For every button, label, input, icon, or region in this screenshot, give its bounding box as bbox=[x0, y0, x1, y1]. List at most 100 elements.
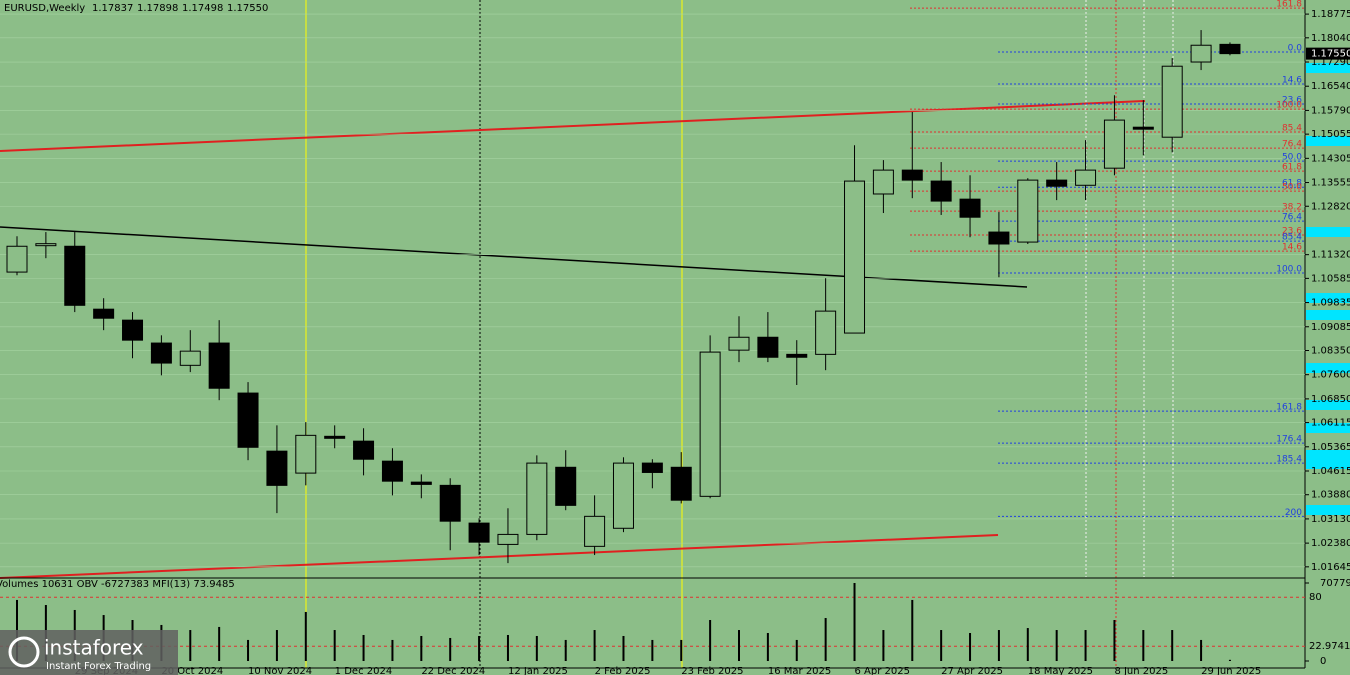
volume-bar bbox=[189, 630, 192, 661]
y2-tick-label: 22.9741 bbox=[1309, 641, 1350, 652]
fib-label: 76.4 bbox=[1282, 140, 1302, 150]
fib-label: 0.0 bbox=[1288, 44, 1303, 54]
volume-bar bbox=[362, 634, 365, 661]
volume-bar bbox=[622, 635, 625, 661]
y-tick-label: 1.13555 bbox=[1311, 178, 1350, 189]
y-tick-label: 1.10585 bbox=[1311, 273, 1350, 284]
candle-body bbox=[150, 342, 172, 364]
y-tick-label: 1.08350 bbox=[1311, 345, 1350, 356]
volume-bar bbox=[680, 639, 683, 661]
fib-label: 61.8 bbox=[1282, 179, 1302, 189]
volume-bar bbox=[882, 630, 885, 661]
volume-bar bbox=[911, 599, 914, 661]
candle-body bbox=[930, 180, 952, 202]
ohlc-high: 1.17898 bbox=[137, 3, 178, 14]
candle-body bbox=[1075, 169, 1097, 186]
candle-body bbox=[468, 522, 490, 543]
x-tick-label: 6 Apr 2025 bbox=[855, 666, 910, 675]
y-tick-label: 1.15055 bbox=[1311, 129, 1350, 140]
fib-label: 161.8 bbox=[1276, 0, 1302, 10]
fib-label: 61.8 bbox=[1282, 163, 1302, 173]
logo-icon bbox=[8, 636, 40, 668]
fib-label: 23.6 bbox=[1282, 226, 1302, 236]
fib-label: 161.8 bbox=[1276, 403, 1302, 413]
y-tick-label: 1.14305 bbox=[1311, 153, 1350, 164]
y-tick-label: 1.18040 bbox=[1311, 33, 1350, 44]
candle-body bbox=[93, 308, 115, 319]
level-marker bbox=[1306, 136, 1350, 146]
candle-body bbox=[728, 336, 750, 351]
y-tick-label: 1.16540 bbox=[1311, 81, 1350, 92]
volume-bar bbox=[275, 630, 278, 661]
level-marker bbox=[1306, 505, 1350, 515]
y-tick-label: 1.17290 bbox=[1311, 57, 1350, 68]
y-tick-label: 0 bbox=[1320, 656, 1326, 667]
volume-bar bbox=[449, 637, 452, 661]
y-tick-label: 1.05365 bbox=[1311, 442, 1350, 453]
volume-bar bbox=[1200, 639, 1203, 661]
candle-body bbox=[1161, 65, 1183, 138]
candle-body bbox=[497, 533, 519, 545]
level-marker bbox=[1306, 459, 1350, 469]
candle-body bbox=[612, 462, 634, 529]
ohlc-close: 1.17550 bbox=[227, 3, 268, 14]
level-marker bbox=[1306, 227, 1350, 237]
candle-body bbox=[699, 351, 721, 497]
volume-bar bbox=[1055, 630, 1058, 661]
volume-bar bbox=[940, 630, 943, 661]
level-marker bbox=[1306, 63, 1350, 73]
x-tick-label: 20 Oct 2024 bbox=[161, 666, 223, 675]
candle-body bbox=[1132, 126, 1154, 130]
y2-tick-label: 80 bbox=[1309, 592, 1322, 603]
volume-bar bbox=[506, 634, 509, 661]
candle-body bbox=[670, 466, 692, 501]
volume-bar bbox=[1142, 630, 1145, 661]
fib-label: 185.4 bbox=[1276, 455, 1302, 465]
y-tick-label: 1.18775 bbox=[1311, 9, 1350, 20]
candle-body bbox=[439, 484, 461, 522]
candle-body bbox=[410, 481, 432, 485]
candle-body bbox=[988, 231, 1010, 245]
volume-bar bbox=[1171, 630, 1174, 661]
candle-body bbox=[381, 460, 403, 482]
fib-label: 100.0 bbox=[1276, 265, 1302, 275]
y-tick-label: 1.07600 bbox=[1311, 370, 1350, 381]
candle-body bbox=[641, 462, 663, 473]
candle-body bbox=[757, 336, 779, 358]
y-tick-label: 1.03880 bbox=[1311, 490, 1350, 501]
volume-bar bbox=[1228, 659, 1231, 661]
logo: instaforex Instant Forex Trading bbox=[0, 630, 178, 675]
candle-body bbox=[353, 440, 375, 460]
candle-body bbox=[64, 245, 86, 306]
y-tick-label: 1.11320 bbox=[1311, 250, 1350, 261]
fib-label: 85.4 bbox=[1282, 233, 1302, 243]
volume-bar bbox=[824, 618, 827, 661]
x-tick-label: 10 Nov 2024 bbox=[248, 666, 312, 675]
candle-body bbox=[901, 169, 923, 181]
level-marker bbox=[1306, 450, 1350, 460]
volume-bar bbox=[738, 630, 740, 661]
x-tick-label: 12 Jan 2025 bbox=[508, 666, 568, 675]
logo-tagline: Instant Forex Trading bbox=[46, 661, 151, 672]
volume-bar bbox=[535, 635, 538, 661]
candle-body bbox=[1046, 179, 1068, 187]
candle-body bbox=[122, 319, 144, 341]
candle-body bbox=[1219, 43, 1241, 55]
candle-body bbox=[786, 353, 808, 358]
volume-bar bbox=[420, 635, 423, 661]
x-tick-label: 16 Mar 2025 bbox=[768, 666, 831, 675]
x-tick-label: 18 May 2025 bbox=[1028, 666, 1093, 675]
candle-body bbox=[1103, 119, 1125, 169]
candle-body bbox=[815, 310, 837, 355]
ohlc-low: 1.17498 bbox=[182, 3, 223, 14]
level-marker bbox=[1306, 310, 1350, 320]
candle-body bbox=[266, 450, 288, 486]
y-tick-label: 1.06115 bbox=[1311, 418, 1350, 429]
volume-bar bbox=[1026, 628, 1029, 661]
volume-bar bbox=[304, 611, 307, 661]
candle-body bbox=[35, 243, 57, 247]
y-tick-label: 1.09835 bbox=[1311, 298, 1350, 309]
level-marker bbox=[1306, 400, 1350, 410]
volume-bar bbox=[651, 639, 654, 661]
